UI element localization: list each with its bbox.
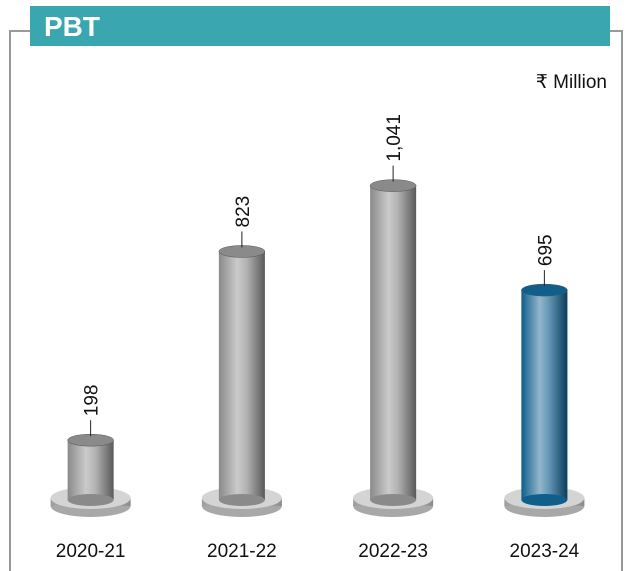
bar-bottom bbox=[67, 494, 114, 506]
x-tick-label: 2021-22 bbox=[207, 541, 277, 562]
bar-shine bbox=[370, 185, 417, 501]
bar-shine bbox=[218, 251, 265, 500]
x-tick-label: 2020-21 bbox=[56, 541, 126, 562]
value-label: 1,041 bbox=[384, 114, 405, 162]
x-tick-label: 2022-23 bbox=[358, 541, 428, 562]
value-label: 695 bbox=[535, 234, 556, 266]
unit-label: ₹ Million bbox=[536, 72, 607, 93]
value-label: 823 bbox=[233, 196, 254, 228]
chart-title: PBT bbox=[44, 11, 100, 42]
bar-shine bbox=[521, 290, 568, 500]
title-banner bbox=[30, 6, 610, 46]
bar-bottom bbox=[370, 494, 417, 506]
value-label: 198 bbox=[82, 385, 103, 417]
frame bbox=[9, 30, 623, 571]
x-tick-label: 2023-24 bbox=[510, 541, 580, 562]
bar-bottom bbox=[521, 494, 568, 506]
bar-shine bbox=[67, 440, 114, 500]
bar-bottom bbox=[218, 494, 265, 506]
